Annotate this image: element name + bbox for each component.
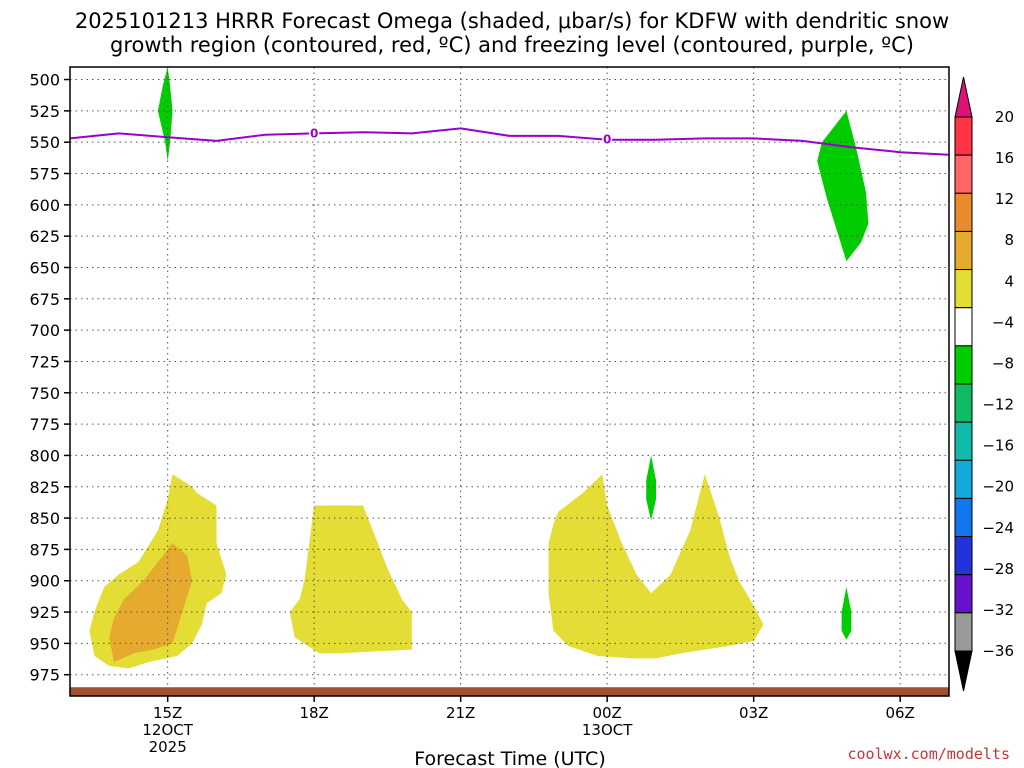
colorbar-segment <box>954 497 973 538</box>
colorbar-segment <box>954 192 973 232</box>
freezing-level-label: 0 <box>310 126 318 140</box>
omega-colorbar: 20 16 12 8 4 −4 −8 −12 −16 −20 −24 −28 −32 −36 <box>954 76 1014 692</box>
colorbar-segment <box>954 307 973 347</box>
colorbar-label: 4 <box>1004 272 1014 290</box>
colorbar-segment <box>954 421 973 461</box>
freezing-label-bg-1 <box>602 131 613 146</box>
colorbar-label: −36 <box>982 642 1014 660</box>
x-tick-label: 15Z <box>153 704 182 722</box>
y-tick-label: 775 <box>29 415 60 434</box>
freezing-level-line <box>70 127 949 156</box>
colorbar-label: −8 <box>992 354 1014 372</box>
colorbar-label: −16 <box>982 437 1014 455</box>
terrain-ground <box>70 687 949 696</box>
y-tick-label: 525 <box>29 102 60 121</box>
y-tick-label: 925 <box>29 603 60 622</box>
y-tick-label: 800 <box>29 446 60 465</box>
y-tick-label: 725 <box>29 352 60 371</box>
chart-title-line-2: growth region (contoured, red, ºC) and f… <box>110 33 914 57</box>
x-tick-label: 21Z <box>446 704 475 722</box>
colorbar-segment <box>954 459 973 499</box>
y-tick-label: 675 <box>29 290 60 309</box>
y-tick-label: 975 <box>29 666 60 685</box>
colorbar-segment-gray <box>954 612 973 652</box>
y-tick-label: 850 <box>29 509 60 528</box>
colorbar-segment <box>954 230 973 271</box>
chart-title-line-1: 2025101213 HRRR Forecast Omega (shaded, … <box>75 9 949 33</box>
colorbar-segment <box>954 269 973 309</box>
y-tick-label: 650 <box>29 258 60 277</box>
omega-area-3 <box>548 474 764 659</box>
colorbar-label: 16 <box>995 149 1014 167</box>
y-tick-label: 600 <box>29 196 60 215</box>
omega-area-7 <box>841 587 852 640</box>
colorbar-label: −24 <box>982 519 1014 537</box>
y-tick-label: 875 <box>29 540 60 559</box>
grid-lines <box>70 67 949 696</box>
colorbar-label: −28 <box>982 560 1014 578</box>
y-tick-label: 900 <box>29 572 60 591</box>
omega-area-6 <box>646 455 656 521</box>
colorbar-label: 8 <box>1004 231 1014 249</box>
colorbar-top-arrow <box>954 76 973 118</box>
y-tick-label: 500 <box>29 71 60 90</box>
colorbar-label: 20 <box>995 108 1014 126</box>
colorbar-label: −12 <box>982 396 1014 414</box>
y-tick-label: 825 <box>29 478 60 497</box>
colorbar-label: −4 <box>992 313 1014 331</box>
colorbar-segment <box>954 536 973 576</box>
colorbar-label: −32 <box>982 601 1014 619</box>
y-tick-label: 575 <box>29 165 60 184</box>
colorbar-label: 12 <box>995 190 1014 208</box>
colorbar-segment <box>954 574 973 614</box>
credit-text: coolwx.com/modelts <box>847 745 1010 763</box>
terrain-strip <box>70 687 949 696</box>
y-tick-label: 950 <box>29 634 60 653</box>
y-tick-label: 700 <box>29 321 60 340</box>
x-axis-label: Forecast Time (UTC) <box>414 748 605 768</box>
x-tick-label: 12OCT <box>142 721 193 739</box>
y-axis-pressure-ticks: 500 525 550 575 600 625 650 675 700 725 750 775 800 8… <box>29 71 70 685</box>
y-tick-label: 750 <box>29 384 60 403</box>
x-tick-label: 13OCT <box>582 721 633 739</box>
omega-area-1 <box>109 543 193 663</box>
omega-area-2 <box>289 505 412 654</box>
colorbar-bottom-arrow <box>954 650 973 692</box>
x-tick-label: 18Z <box>299 704 328 722</box>
x-tick-label: 03Z <box>739 704 768 722</box>
x-tick-label: 00Z <box>592 704 621 722</box>
colorbar-segment <box>954 154 973 194</box>
colorbar-segment <box>954 116 973 156</box>
y-tick-label: 550 <box>29 133 60 152</box>
plot-frame <box>69 66 950 697</box>
colorbar-segment <box>954 345 973 385</box>
y-tick-label: 625 <box>29 227 60 246</box>
x-tick-label: 2025 <box>149 738 187 756</box>
x-tick-label: 06Z <box>885 704 914 722</box>
freezing-level-label: 0 <box>603 133 611 147</box>
freezing-label-bg-0 <box>309 125 320 140</box>
colorbar-label: −20 <box>982 478 1014 496</box>
colorbar-segment <box>954 383 973 423</box>
